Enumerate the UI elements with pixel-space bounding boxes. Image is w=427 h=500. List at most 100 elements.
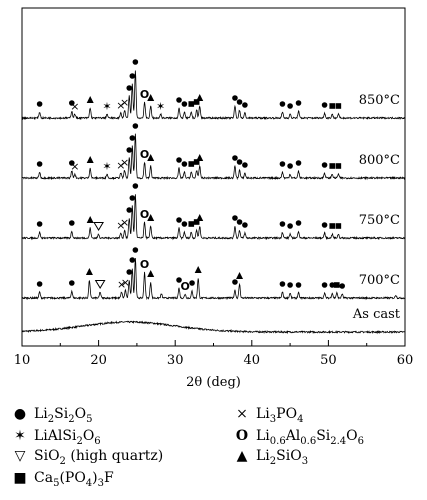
marker-li2sio3 xyxy=(147,214,155,221)
marker-li2si2o5 xyxy=(181,161,188,167)
marker-li2si2o5 xyxy=(287,103,293,109)
marker-li2sio3 xyxy=(196,94,204,101)
marker-li2si2o5 xyxy=(132,123,139,129)
marker-li2si2o5 xyxy=(68,220,75,226)
filled-triangle-icon: ▲ xyxy=(236,448,248,464)
marker-li3po4: × xyxy=(116,159,125,172)
marker-li2si2o5 xyxy=(181,221,188,227)
x-tick-label: 50 xyxy=(320,353,337,368)
marker-li2si2o5 xyxy=(126,147,133,153)
series-ascast: As cast xyxy=(21,307,406,335)
x-tick-label: 40 xyxy=(244,353,261,368)
legend-label: Ca5(PO4)3F xyxy=(34,470,114,489)
legend-label: LiAlSi2O6 xyxy=(34,428,101,447)
series-line xyxy=(21,320,406,335)
marker-li2si2o5 xyxy=(236,99,243,105)
axes: 10 20 30 40 50 60 2θ (deg) xyxy=(14,7,413,390)
legend-label: SiO2 (high quartz) xyxy=(34,448,164,467)
marker-li2si2o5 xyxy=(189,280,195,286)
marker-li2sio3 xyxy=(236,272,244,279)
marker-li2si2o5 xyxy=(232,215,238,221)
marker-ca5po43f xyxy=(188,101,195,107)
legend-item-li2sio3: ▲ Li2SiO3 xyxy=(234,448,308,470)
marker-li2sio3 xyxy=(147,154,155,161)
marker-li2si2o5 xyxy=(321,222,328,228)
x-tick-label: 30 xyxy=(167,353,184,368)
legend-item-li3po4: × Li3PO4 xyxy=(234,406,303,428)
series-line xyxy=(21,258,406,301)
marker-ca5po43f xyxy=(193,99,200,105)
legend-label: Li2SiO3 xyxy=(256,448,309,467)
legend-item-sio2: ▽ SiO2 (high quartz) xyxy=(12,448,164,470)
marker-li2si2o5 xyxy=(287,163,293,169)
filled-square-icon: ■ xyxy=(13,470,27,486)
marker-li2si2o5 xyxy=(232,279,238,285)
marker-li3po4: × xyxy=(120,96,129,109)
marker-li06al06si24o6: O xyxy=(140,208,149,221)
marker-li2si2o5 xyxy=(236,159,243,165)
series-label: 850°C xyxy=(359,93,400,108)
marker-li2sio3 xyxy=(85,268,93,275)
marker-li2sio3 xyxy=(196,154,204,161)
marker-li2si2o5 xyxy=(129,257,136,263)
series-label: 750°C xyxy=(359,213,400,228)
marker-li2si2o5 xyxy=(36,281,43,287)
marker-li2si2o5 xyxy=(339,283,345,289)
x-tick-label: 20 xyxy=(90,353,107,368)
marker-li2si2o5 xyxy=(232,155,238,161)
series-700c: ×× O O 700°C xyxy=(21,247,406,301)
marker-li2si2o5 xyxy=(129,135,136,141)
marker-lialsi2o6: ✶ xyxy=(156,100,165,113)
marker-li2si2o5 xyxy=(129,195,136,201)
series-label: 800°C xyxy=(359,153,400,168)
x-tick-label: 10 xyxy=(14,353,31,368)
marker-li2si2o5 xyxy=(279,161,286,167)
marker-li2sio3 xyxy=(147,94,155,101)
marker-ca5po43f xyxy=(193,159,200,165)
marker-li2si2o5 xyxy=(329,282,336,288)
marker-li2sio3 xyxy=(194,266,202,273)
marker-li06al06si24o6: O xyxy=(140,148,149,161)
marker-ca5po43f xyxy=(329,103,336,109)
marker-li2si2o5 xyxy=(236,219,243,225)
marker-li2si2o5 xyxy=(321,102,328,108)
xrd-chart: As cast××OO 700°C××O 750°C× ✶ ××O 800°C× ✶ ××O✶… xyxy=(14,7,413,390)
marker-li2si2o5 xyxy=(242,102,248,108)
marker-li2si2o5 xyxy=(321,282,328,288)
legend-label: Li2Si2O5 xyxy=(34,406,93,425)
marker-li2si2o5 xyxy=(287,282,293,288)
series-800c: × ✶ ××O 800°C xyxy=(21,123,406,181)
marker-li2si2o5 xyxy=(321,162,328,168)
marker-li2si2o5 xyxy=(126,269,133,275)
series-line xyxy=(21,133,406,181)
legend-item-ca5po43f: ■ Ca5(PO4)3F xyxy=(12,470,114,492)
marker-ca5po43f xyxy=(188,221,195,227)
legend-item-li2si2o5: ● Li2Si2O5 xyxy=(12,406,93,428)
filled-circle-icon: ● xyxy=(13,406,27,422)
series-label: 700°C xyxy=(359,273,400,288)
marker-li2sio3 xyxy=(86,96,94,103)
series-850c: × ✶ ××O✶ 850°C xyxy=(21,59,406,121)
marker-li2si2o5 xyxy=(176,277,182,283)
marker-li3po4: × xyxy=(117,278,126,291)
marker-li2si2o5 xyxy=(36,221,43,227)
marker-li3po4: × xyxy=(116,99,125,112)
marker-ca5po43f xyxy=(329,163,336,169)
marker-li2si2o5 xyxy=(287,223,293,229)
star-icon: ✶ xyxy=(14,428,26,444)
marker-li2si2o5 xyxy=(132,59,139,65)
marker-li2sio3 xyxy=(86,216,94,223)
marker-sio2 xyxy=(94,280,106,289)
marker-li3po4: × xyxy=(116,219,125,232)
marker-ca5po43f xyxy=(335,103,342,109)
marker-li2si2o5 xyxy=(295,160,302,166)
marker-li3po4: × xyxy=(70,160,79,173)
legend-label: Li0.6Al0.6Si2.4O6 xyxy=(256,428,365,447)
marker-li2si2o5 xyxy=(176,157,182,163)
marker-li3po4: × xyxy=(120,216,129,229)
marker-li2si2o5 xyxy=(132,183,139,189)
marker-li2si2o5 xyxy=(36,101,43,107)
marker-li06al06si24o6: O xyxy=(180,280,189,293)
marker-li2si2o5 xyxy=(295,100,302,106)
marker-ca5po43f xyxy=(334,282,340,288)
